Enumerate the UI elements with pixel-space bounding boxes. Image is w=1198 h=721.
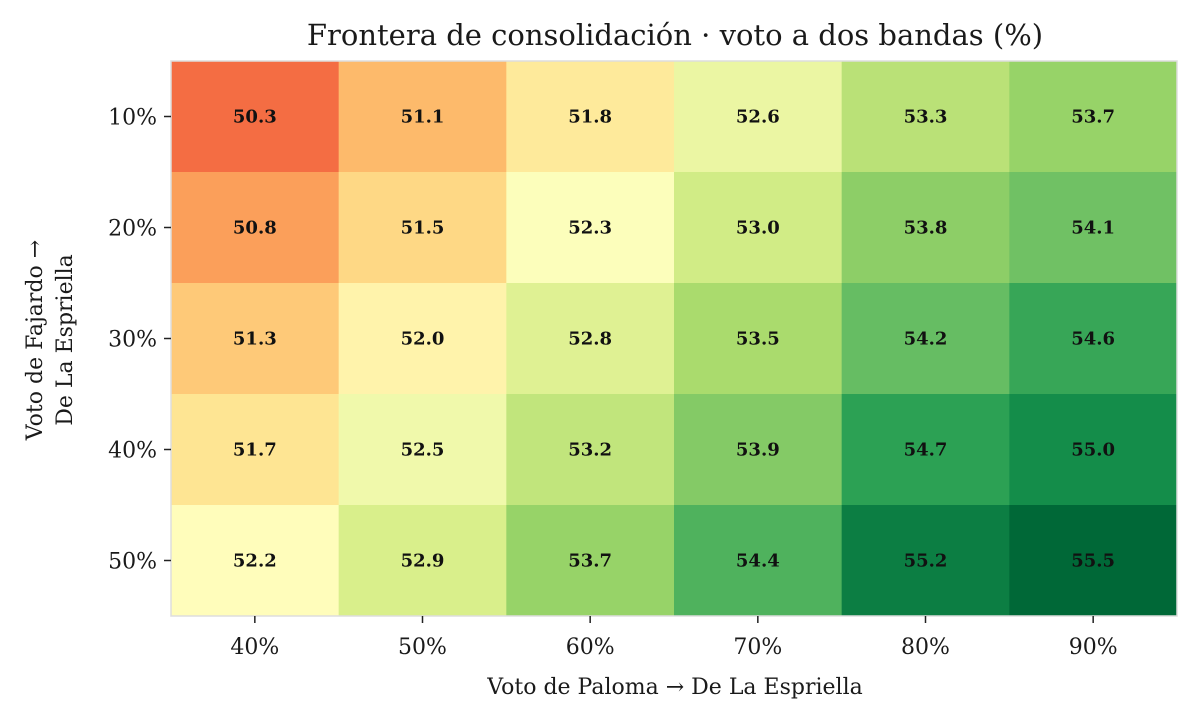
cell-value-label: 54.6 <box>1071 329 1115 350</box>
y-axis-label-line-2: De La Espriella <box>53 254 78 426</box>
y-tick-label: 40% <box>108 439 157 464</box>
x-tick-label: 60% <box>566 635 615 660</box>
heatmap-cell <box>674 505 843 617</box>
cell-value-label: 54.7 <box>904 440 948 461</box>
heatmap-cell <box>171 283 340 395</box>
heatmap-cell <box>506 172 675 284</box>
cell-value-label: 51.3 <box>233 329 277 350</box>
heatmap-cells <box>171 61 1178 617</box>
heatmap-cell-labels: 50.3 51.1 51.8 52.6 53.3 53.7 50.8 51.5 52.3 53.0… <box>233 107 1115 572</box>
cell-value-label: 53.3 <box>904 107 948 128</box>
heatmap-cell <box>338 505 507 617</box>
cell-value-label: 53.7 <box>568 551 612 572</box>
heatmap-cell <box>1009 61 1178 173</box>
y-axis-label-line-1: Voto de Fajardo → <box>23 240 48 441</box>
y-tick-label: 10% <box>108 106 157 131</box>
cell-value-label: 52.0 <box>401 329 445 350</box>
heatmap-cell <box>1009 394 1178 506</box>
cell-value-label: 53.8 <box>904 218 948 239</box>
heatmap-cell <box>841 394 1010 506</box>
heatmap-cell <box>506 394 675 506</box>
cell-value-label: 52.6 <box>736 107 780 128</box>
chart-title: Frontera de consolidación · voto a dos b… <box>307 18 1043 52</box>
heatmap-cell <box>1009 283 1178 395</box>
heatmap-cell <box>338 283 507 395</box>
x-tick-label: 40% <box>230 635 279 660</box>
heatmap-cell <box>674 283 843 395</box>
cell-value-label: 52.8 <box>568 329 612 350</box>
y-tick-label: 20% <box>108 217 157 242</box>
cell-value-label: 55.0 <box>1071 440 1115 461</box>
heatmap-cell <box>506 61 675 173</box>
y-tick-label: 50% <box>108 550 157 575</box>
cell-value-label: 54.4 <box>736 551 780 572</box>
heatmap-cell <box>171 61 340 173</box>
cell-value-label: 52.9 <box>401 551 445 572</box>
heatmap-cell <box>506 505 675 617</box>
y-tick-label: 30% <box>108 328 157 353</box>
cell-value-label: 51.5 <box>401 218 445 239</box>
y-axis: 10% 20% 30% 40% 50% <box>108 106 171 575</box>
cell-value-label: 53.5 <box>736 329 780 350</box>
x-tick-label: 70% <box>733 635 782 660</box>
heatmap-cell <box>338 172 507 284</box>
heatmap-cell <box>674 394 843 506</box>
cell-value-label: 54.2 <box>904 329 948 350</box>
heatmap-cell <box>506 283 675 395</box>
heatmap-cell <box>338 61 507 173</box>
cell-value-label: 53.7 <box>1071 107 1115 128</box>
cell-value-label: 53.2 <box>568 440 612 461</box>
heatmap-cell <box>338 394 507 506</box>
x-tick-label: 90% <box>1069 635 1118 660</box>
cell-value-label: 53.0 <box>736 218 780 239</box>
cell-value-label: 52.2 <box>233 551 277 572</box>
heatmap-cell <box>674 172 843 284</box>
heatmap-cell <box>171 172 340 284</box>
cell-value-label: 53.9 <box>736 440 780 461</box>
cell-value-label: 54.1 <box>1071 218 1115 239</box>
cell-value-label: 50.8 <box>233 218 277 239</box>
heatmap-cell <box>841 61 1010 173</box>
x-axis: 40% 50% 60% 70% 80% 90% <box>230 616 1118 660</box>
heatmap-cell <box>841 283 1010 395</box>
cell-value-label: 55.2 <box>904 551 948 572</box>
cell-value-label: 50.3 <box>233 107 277 128</box>
heatmap-cell <box>171 505 340 617</box>
cell-value-label: 52.3 <box>568 218 612 239</box>
heatmap-cell <box>841 505 1010 617</box>
heatmap-cell <box>1009 505 1178 617</box>
cell-value-label: 55.5 <box>1071 551 1115 572</box>
x-axis-label: Voto de Paloma → De La Espriella <box>486 675 862 700</box>
cell-value-label: 52.5 <box>401 440 445 461</box>
heatmap-cell <box>1009 172 1178 284</box>
heatmap-cell <box>674 61 843 173</box>
cell-value-label: 51.1 <box>401 107 445 128</box>
x-tick-label: 80% <box>901 635 950 660</box>
cell-value-label: 51.8 <box>568 107 612 128</box>
cell-value-label: 51.7 <box>233 440 277 461</box>
y-axis-label: Voto de Fajardo → De La Espriella <box>23 240 78 441</box>
heatmap-cell <box>841 172 1010 284</box>
x-tick-label: 50% <box>398 635 447 660</box>
heatmap-cell <box>171 394 340 506</box>
